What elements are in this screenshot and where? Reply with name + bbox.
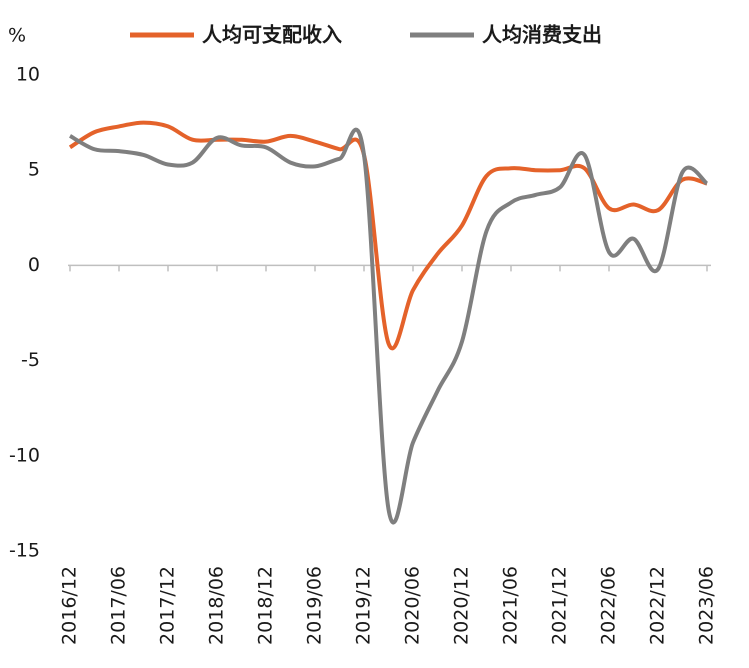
- y-tick-label: -5: [21, 349, 40, 371]
- x-tick-label: 2020/06: [402, 566, 424, 645]
- x-tick-label: 2017/06: [108, 566, 130, 645]
- x-tick-label: 2018/12: [255, 566, 277, 645]
- x-tick-label: 2021/06: [500, 566, 522, 645]
- y-tick-label: 10: [16, 64, 40, 86]
- x-tick-label: 2021/12: [549, 566, 571, 645]
- legend-label: 人均可支配收入: [202, 23, 342, 47]
- y-tick-label: -10: [9, 444, 40, 466]
- series-line: [68, 120, 708, 351]
- series-line: [69, 127, 709, 525]
- x-tick-label: 2023/06: [696, 566, 718, 645]
- x-tick-label: 2019/06: [304, 566, 326, 645]
- x-tick-label: 2019/12: [353, 566, 375, 645]
- unit-label: %: [8, 25, 26, 47]
- x-tick-label: 2018/06: [206, 566, 228, 645]
- x-tick-label: 2022/12: [647, 566, 669, 645]
- x-tick-label: 2016/12: [59, 566, 81, 645]
- y-tick-label: 0: [28, 254, 40, 276]
- y-tick-label: 5: [28, 159, 40, 181]
- x-tick-label: 2022/06: [598, 566, 620, 645]
- x-tick-label: 2017/12: [157, 566, 179, 645]
- y-tick-label: -15: [9, 540, 40, 562]
- x-tick-label: 2020/12: [451, 566, 473, 645]
- legend-label: 人均消费支出: [482, 23, 602, 47]
